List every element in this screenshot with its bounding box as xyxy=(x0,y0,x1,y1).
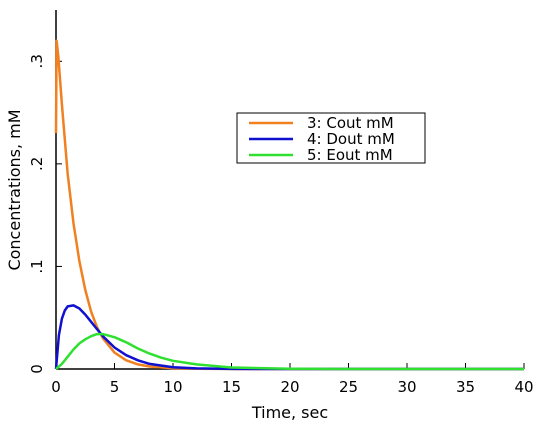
legend: 3: Cout mM4: Dout mM5: Eout mM xyxy=(236,112,426,164)
y-tick-label: .1 xyxy=(28,259,46,273)
x-axis-title: Time, sec xyxy=(251,403,328,422)
series-lines xyxy=(54,39,524,371)
x-tick-label: 25 xyxy=(339,378,358,396)
x-tick-label: 40 xyxy=(514,378,533,396)
x-tick-label: 0 xyxy=(51,378,61,396)
y-tick-label: 0 xyxy=(28,364,46,374)
legend-items: 3: Cout mM4: Dout mM5: Eout mM xyxy=(249,114,395,164)
y-tick-label: .3 xyxy=(28,54,46,68)
x-axis-ticks: 0 5 10 15 20 25 30 35 40 xyxy=(51,363,534,396)
x-tick-label: 10 xyxy=(163,378,182,396)
series-line-4-dout-mm xyxy=(54,304,524,371)
y-axis-ticks: 0 .1 .2 .3 xyxy=(28,54,62,374)
y-tick-label: .2 xyxy=(28,157,46,171)
x-tick-label: 35 xyxy=(456,378,475,396)
legend-label: 5: Eout mM xyxy=(307,146,393,164)
x-tick-label: 15 xyxy=(222,378,241,396)
x-tick-label: 5 xyxy=(110,378,120,396)
series-line-5-eout-mm xyxy=(55,332,524,371)
x-tick-label: 30 xyxy=(397,378,416,396)
series-line-3-cout-mm xyxy=(54,39,524,371)
plot-area xyxy=(55,10,524,370)
y-axis-title: Concentrations, mM xyxy=(5,109,24,270)
legend-label: 3: Cout mM xyxy=(307,114,394,132)
legend-label: 4: Dout mM xyxy=(307,130,395,148)
x-tick-label: 20 xyxy=(280,378,299,396)
